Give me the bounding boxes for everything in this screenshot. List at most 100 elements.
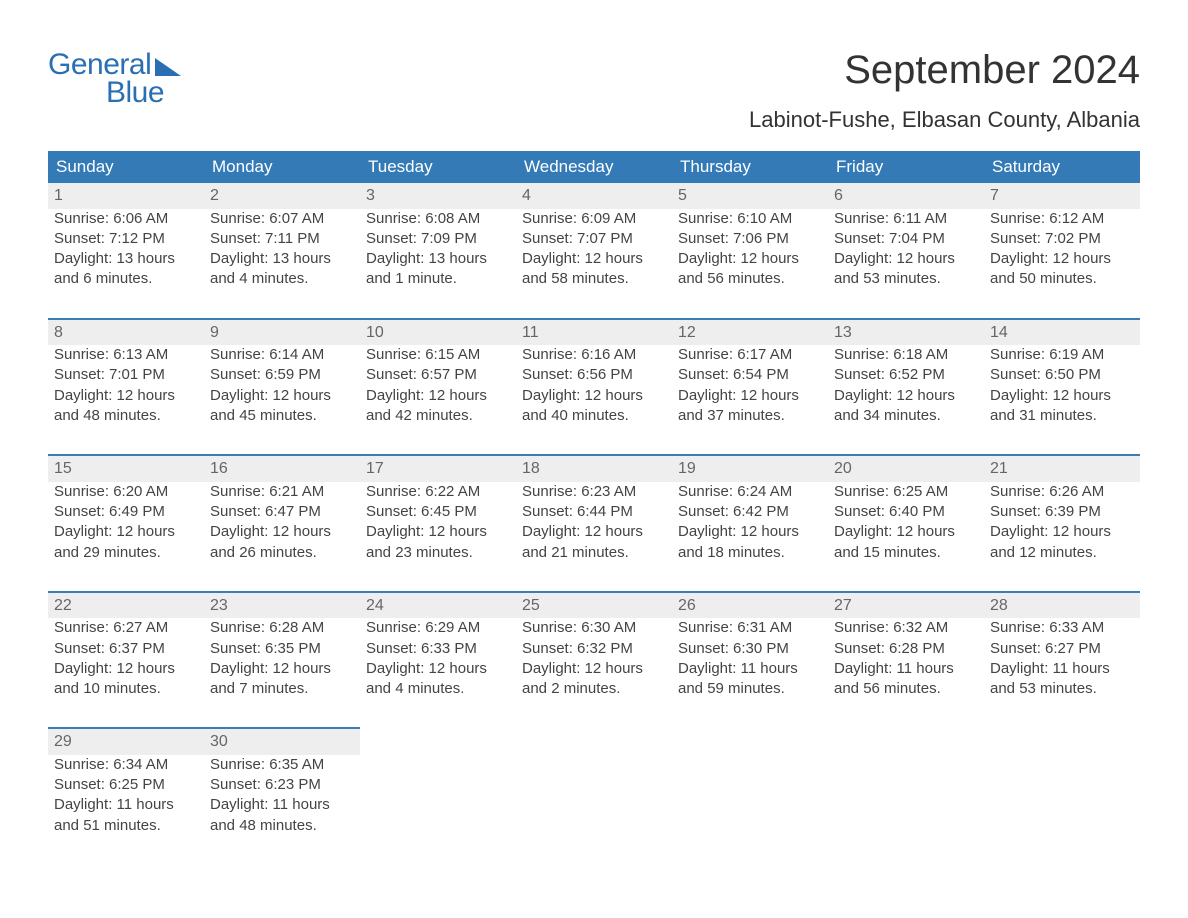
cell-sunset: Sunset: 6:28 PM: [834, 639, 978, 659]
cell-dl1: Daylight: 12 hours: [522, 249, 666, 269]
cell-dl2: and 18 minutes.: [678, 543, 822, 563]
page-header: General Blue September 2024 Labinot-Fush…: [48, 48, 1140, 133]
cell-sunrise: Sunrise: 6:22 AM: [366, 482, 510, 502]
day-header: Thursday: [672, 151, 828, 183]
cell-sunrise: Sunrise: 6:35 AM: [210, 755, 354, 775]
day-number-cell: 16: [204, 455, 360, 482]
day-content-cell: [672, 755, 828, 864]
cell-sunset: Sunset: 6:27 PM: [990, 639, 1134, 659]
cell-sunset: Sunset: 6:40 PM: [834, 502, 978, 522]
cell-sunset: Sunset: 6:52 PM: [834, 365, 978, 385]
day-content-cell: Sunrise: 6:14 AMSunset: 6:59 PMDaylight:…: [204, 345, 360, 455]
cell-dl2: and 51 minutes.: [54, 816, 198, 836]
cell-sunrise: Sunrise: 6:29 AM: [366, 618, 510, 638]
day-content-cell: Sunrise: 6:34 AMSunset: 6:25 PMDaylight:…: [48, 755, 204, 864]
day-number-cell: 21: [984, 455, 1140, 482]
cell-sunrise: Sunrise: 6:25 AM: [834, 482, 978, 502]
day-header: Sunday: [48, 151, 204, 183]
day-content-cell: Sunrise: 6:19 AMSunset: 6:50 PMDaylight:…: [984, 345, 1140, 455]
cell-dl1: Daylight: 12 hours: [990, 249, 1134, 269]
cell-dl2: and 29 minutes.: [54, 543, 198, 563]
day-content-cell: Sunrise: 6:25 AMSunset: 6:40 PMDaylight:…: [828, 482, 984, 592]
calendar-table: SundayMondayTuesdayWednesdayThursdayFrid…: [48, 151, 1140, 864]
day-content-cell: Sunrise: 6:11 AMSunset: 7:04 PMDaylight:…: [828, 209, 984, 319]
cell-sunset: Sunset: 6:39 PM: [990, 502, 1134, 522]
cell-sunrise: Sunrise: 6:15 AM: [366, 345, 510, 365]
cell-sunrise: Sunrise: 6:09 AM: [522, 209, 666, 229]
day-number-cell: 5: [672, 183, 828, 209]
day-content-cell: Sunrise: 6:22 AMSunset: 6:45 PMDaylight:…: [360, 482, 516, 592]
cell-sunrise: Sunrise: 6:08 AM: [366, 209, 510, 229]
cell-sunset: Sunset: 6:32 PM: [522, 639, 666, 659]
day-content-cell: Sunrise: 6:18 AMSunset: 6:52 PMDaylight:…: [828, 345, 984, 455]
day-content-cell: Sunrise: 6:15 AMSunset: 6:57 PMDaylight:…: [360, 345, 516, 455]
day-content-cell: Sunrise: 6:24 AMSunset: 6:42 PMDaylight:…: [672, 482, 828, 592]
day-header-row: SundayMondayTuesdayWednesdayThursdayFrid…: [48, 151, 1140, 183]
cell-sunrise: Sunrise: 6:16 AM: [522, 345, 666, 365]
cell-sunrise: Sunrise: 6:28 AM: [210, 618, 354, 638]
cell-sunrise: Sunrise: 6:26 AM: [990, 482, 1134, 502]
day-content-cell: [984, 755, 1140, 864]
day-content-cell: Sunrise: 6:32 AMSunset: 6:28 PMDaylight:…: [828, 618, 984, 728]
cell-dl2: and 50 minutes.: [990, 269, 1134, 289]
day-content-cell: Sunrise: 6:13 AMSunset: 7:01 PMDaylight:…: [48, 345, 204, 455]
day-number-cell: 10: [360, 319, 516, 346]
day-number-row: 15161718192021: [48, 455, 1140, 482]
cell-sunset: Sunset: 6:49 PM: [54, 502, 198, 522]
cell-dl1: Daylight: 12 hours: [522, 386, 666, 406]
day-number-cell: 15: [48, 455, 204, 482]
day-content-cell: Sunrise: 6:12 AMSunset: 7:02 PMDaylight:…: [984, 209, 1140, 319]
day-number-cell: 12: [672, 319, 828, 346]
day-header: Saturday: [984, 151, 1140, 183]
cell-sunrise: Sunrise: 6:13 AM: [54, 345, 198, 365]
cell-dl2: and 4 minutes.: [366, 679, 510, 699]
day-number-cell: 18: [516, 455, 672, 482]
day-number-row: 22232425262728: [48, 592, 1140, 619]
day-number-cell: 30: [204, 728, 360, 755]
day-number-row: 2930: [48, 728, 1140, 755]
cell-dl2: and 53 minutes.: [834, 269, 978, 289]
cell-dl2: and 12 minutes.: [990, 543, 1134, 563]
cell-dl1: Daylight: 12 hours: [834, 386, 978, 406]
cell-sunset: Sunset: 6:50 PM: [990, 365, 1134, 385]
cell-dl1: Daylight: 12 hours: [678, 249, 822, 269]
day-number-row: 891011121314: [48, 319, 1140, 346]
day-number-cell: [984, 728, 1140, 755]
cell-sunset: Sunset: 6:25 PM: [54, 775, 198, 795]
cell-dl2: and 56 minutes.: [834, 679, 978, 699]
day-content-cell: Sunrise: 6:06 AMSunset: 7:12 PMDaylight:…: [48, 209, 204, 319]
cell-dl2: and 7 minutes.: [210, 679, 354, 699]
day-number-cell: [672, 728, 828, 755]
day-number-cell: [828, 728, 984, 755]
cell-dl1: Daylight: 13 hours: [366, 249, 510, 269]
calendar-body: 1234567Sunrise: 6:06 AMSunset: 7:12 PMDa…: [48, 183, 1140, 864]
month-title: September 2024: [749, 48, 1140, 93]
cell-sunset: Sunset: 6:54 PM: [678, 365, 822, 385]
cell-dl2: and 45 minutes.: [210, 406, 354, 426]
day-content-cell: Sunrise: 6:30 AMSunset: 6:32 PMDaylight:…: [516, 618, 672, 728]
day-number-cell: 14: [984, 319, 1140, 346]
cell-sunrise: Sunrise: 6:30 AM: [522, 618, 666, 638]
cell-dl2: and 15 minutes.: [834, 543, 978, 563]
cell-sunset: Sunset: 7:12 PM: [54, 229, 198, 249]
day-number-cell: 19: [672, 455, 828, 482]
cell-sunrise: Sunrise: 6:24 AM: [678, 482, 822, 502]
cell-dl1: Daylight: 12 hours: [990, 386, 1134, 406]
day-content-cell: Sunrise: 6:28 AMSunset: 6:35 PMDaylight:…: [204, 618, 360, 728]
logo: General Blue: [48, 48, 181, 110]
cell-sunset: Sunset: 6:30 PM: [678, 639, 822, 659]
cell-dl2: and 34 minutes.: [834, 406, 978, 426]
day-content-cell: Sunrise: 6:07 AMSunset: 7:11 PMDaylight:…: [204, 209, 360, 319]
day-number-cell: 2: [204, 183, 360, 209]
day-number-cell: 6: [828, 183, 984, 209]
day-content-cell: Sunrise: 6:08 AMSunset: 7:09 PMDaylight:…: [360, 209, 516, 319]
cell-dl2: and 2 minutes.: [522, 679, 666, 699]
location-subtitle: Labinot-Fushe, Elbasan County, Albania: [749, 107, 1140, 133]
cell-sunset: Sunset: 6:56 PM: [522, 365, 666, 385]
cell-dl2: and 56 minutes.: [678, 269, 822, 289]
cell-dl1: Daylight: 12 hours: [834, 522, 978, 542]
cell-sunrise: Sunrise: 6:27 AM: [54, 618, 198, 638]
cell-dl1: Daylight: 11 hours: [834, 659, 978, 679]
cell-dl2: and 37 minutes.: [678, 406, 822, 426]
cell-sunset: Sunset: 6:33 PM: [366, 639, 510, 659]
